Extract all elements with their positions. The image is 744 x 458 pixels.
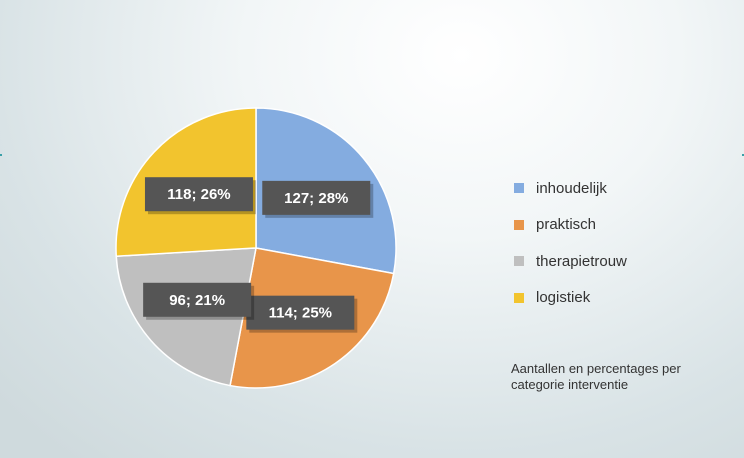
legend-label-inhoudelijk: inhoudelijk (536, 179, 607, 197)
edge-tick-right (742, 154, 744, 156)
data-label-inhoudelijk: 127; 28% (262, 180, 374, 218)
edge-tick-left (0, 154, 2, 156)
legend-swatch-therapietrouw (514, 256, 524, 267)
data-label-logistiek: 118; 26% (144, 177, 256, 215)
chart-caption: Aantallen en percentages per categorie i… (511, 361, 681, 392)
legend-swatch-logistiek (514, 292, 524, 303)
data-label-text: 127; 28% (284, 190, 348, 207)
data-label-text: 118; 26% (167, 186, 230, 203)
legend: inhoudelijk praktisch therapietrouw logi… (514, 170, 627, 316)
data-label-box (144, 177, 253, 212)
data-label-text: 114; 25% (269, 305, 332, 322)
data-label-box (143, 282, 252, 317)
legend-item-inhoudelijk: inhoudelijk (514, 170, 627, 207)
pie-data-labels: 127; 28% 114; 25% 96; 21% 118; 26% (143, 177, 374, 333)
data-label-therapietrouw: 96; 21% (143, 282, 255, 320)
legend-item-praktisch: praktisch (514, 207, 627, 244)
legend-label-praktisch: praktisch (536, 216, 597, 234)
pie-slice-therapietrouw (115, 247, 257, 387)
data-label-box (246, 295, 355, 330)
data-label-praktisch: 114; 25% (246, 295, 358, 333)
legend-item-logistiek: logistiek (514, 280, 627, 317)
legend-swatch-inhoudelijk (514, 183, 524, 194)
legend-swatch-praktisch (514, 219, 524, 230)
legend-label-logistiek: logistiek (536, 289, 591, 307)
legend-label-therapietrouw: therapietrouw (536, 252, 627, 270)
legend-item-therapietrouw: therapietrouw (514, 243, 627, 280)
data-label-box (262, 180, 371, 215)
data-label-text: 96; 21% (169, 292, 225, 309)
pie-slices (115, 107, 397, 389)
